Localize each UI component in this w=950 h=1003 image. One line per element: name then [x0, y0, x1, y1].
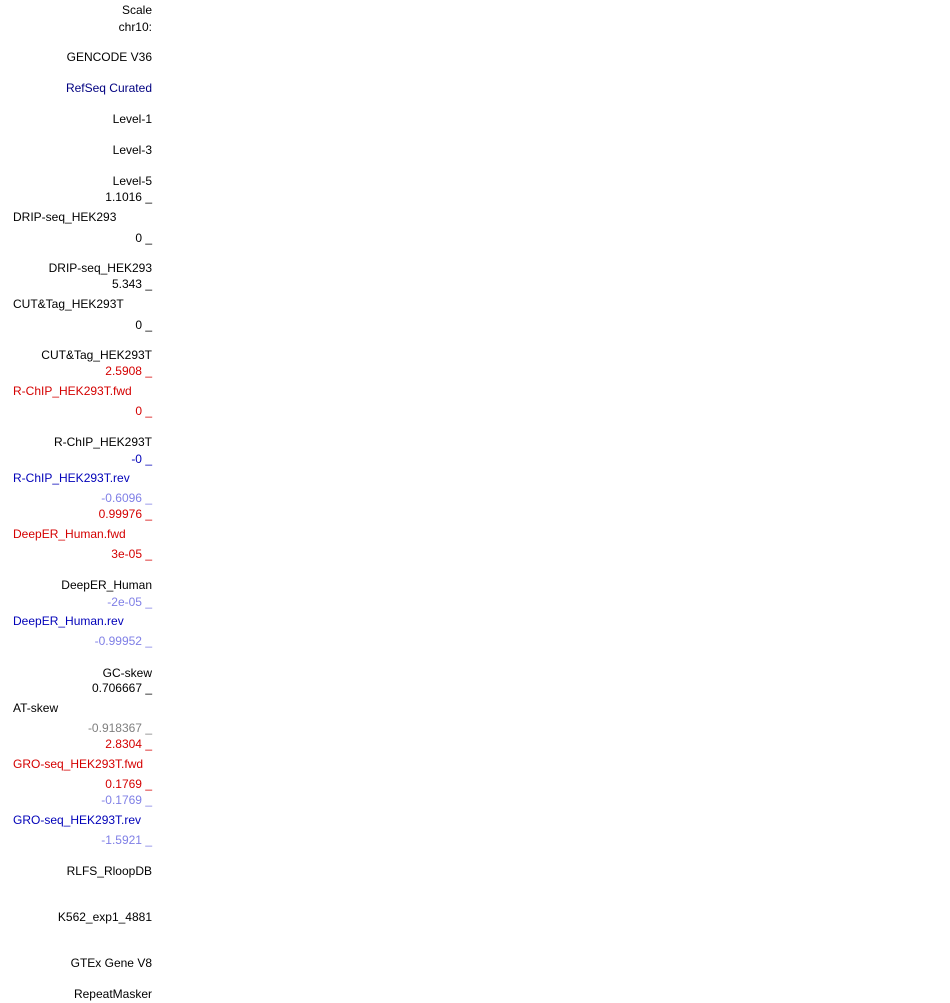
rchip-fwd-scale-min: 0 _	[135, 404, 152, 418]
rchip-rev-track-title[interactable]: R-ChIP_HEK293T.rev	[13, 471, 130, 485]
track-k562[interactable]: K562_exp1_4881	[57, 910, 152, 924]
drip-scale-min: 0 _	[135, 231, 152, 245]
rchip-fwd-track-title[interactable]: R-ChIP_HEK293T.fwd	[13, 384, 132, 398]
track-cuttag[interactable]: CUT&Tag_HEK293T	[41, 348, 152, 362]
track-rlfs[interactable]: RLFS_RloopDB	[66, 864, 152, 878]
deeper-rev-track-title[interactable]: DeepER_Human.rev	[13, 614, 124, 628]
groseq-rev-scale-max: -0.1769 _	[101, 793, 152, 807]
drip-scale-max: 1.1016 _	[105, 190, 152, 204]
track-gtex[interactable]: GTEx Gene V8	[70, 956, 152, 970]
deeper-fwd-track-title[interactable]: DeepER_Human.fwd	[13, 527, 126, 541]
groseq-fwd-scale-max: 2.8304 _	[105, 737, 152, 751]
groseq-fwd-track-title[interactable]: GRO-seq_HEK293T.fwd	[13, 757, 144, 771]
rchip-fwd-scale-max: 2.5908 _	[105, 364, 152, 378]
track-gcskew[interactable]: GC-skew	[102, 666, 152, 680]
track-gencode[interactable]: GENCODE V36	[66, 50, 152, 64]
track-drip[interactable]: DRIP-seq_HEK293	[48, 261, 152, 275]
cuttag-scale-min: 0 _	[135, 318, 152, 332]
deeper-fwd-scale-max: 0.99976 _	[98, 507, 152, 521]
track-repeatmasker[interactable]: RepeatMasker	[73, 987, 152, 1001]
groseq-rev-track-title[interactable]: GRO-seq_HEK293T.rev	[13, 813, 142, 827]
deeper-rev-scale-max: -2e-05 _	[107, 595, 152, 609]
atskew-scale-min: -0.918367 _	[87, 721, 152, 735]
drip-track-title[interactable]: DRIP-seq_HEK293	[13, 210, 117, 224]
track-level5[interactable]: Level-5	[112, 174, 152, 188]
deeper-rev-scale-min: -0.99952 _	[94, 634, 152, 648]
track-level3[interactable]: Level-3	[112, 143, 152, 157]
groseq-rev-scale-min: -1.5921 _	[101, 833, 152, 847]
cuttag-track-title[interactable]: CUT&Tag_HEK293T	[13, 297, 124, 311]
chrom-label: chr10:	[118, 20, 152, 34]
atskew-track-title[interactable]: AT-skew	[13, 701, 59, 715]
track-refseq[interactable]: RefSeq Curated	[65, 81, 152, 95]
atskew-scale-max: 0.706667 _	[91, 681, 152, 695]
track-rchip[interactable]: R-ChIP_HEK293T	[53, 435, 152, 449]
rchip-rev-scale-min: -0.6096 _	[101, 491, 152, 505]
cuttag-scale-max: 5.343 _	[111, 277, 152, 291]
groseq-fwd-scale-min: 0.1769 _	[105, 777, 152, 791]
scale-label: Scale	[121, 3, 152, 17]
track-deeper[interactable]: DeepER_Human	[61, 578, 152, 592]
rchip-rev-scale-max: -0 _	[131, 452, 152, 466]
deeper-fwd-scale-min: 3e-05 _	[111, 547, 152, 561]
track-level1[interactable]: Level-1	[112, 112, 152, 126]
